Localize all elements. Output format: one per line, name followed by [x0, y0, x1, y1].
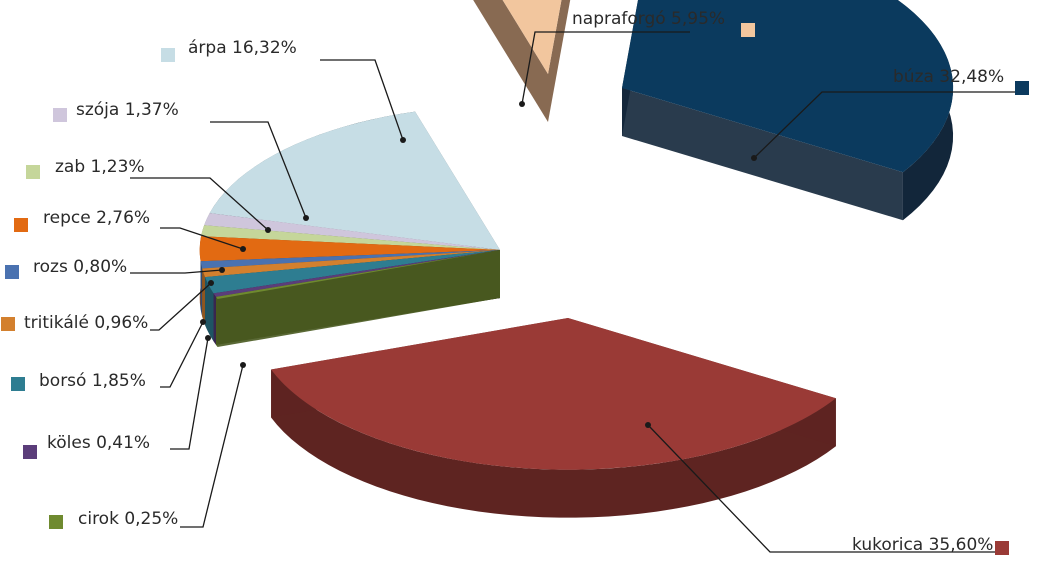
- legend-swatch: [53, 108, 67, 122]
- legend-swatch: [14, 218, 28, 232]
- leader-dot: [205, 335, 211, 341]
- leader-dot: [208, 280, 214, 286]
- slice-label: zab 1,23%: [55, 157, 145, 177]
- label-rozs: rozs 0,80%: [5, 257, 225, 279]
- legend-swatch: [23, 445, 37, 459]
- leader-line: [130, 269, 223, 274]
- label-buza: búza 32,48%: [751, 67, 1029, 161]
- slice-label: borsó 1,85%: [39, 371, 146, 391]
- leader-line: [753, 91, 1020, 159]
- slice-label: köles 0,41%: [47, 433, 150, 453]
- slice-napraforgo: [473, 0, 571, 122]
- leader-line: [521, 31, 690, 105]
- label-tritikale: tritikálé 0,96%: [1, 280, 214, 333]
- label-napraforgo: napraforgó 5,95%: [519, 9, 755, 107]
- legend-swatch: [995, 541, 1009, 555]
- leader-dot: [265, 227, 271, 233]
- leader-line: [180, 364, 244, 528]
- legend-swatch: [26, 165, 40, 179]
- leader-dot: [240, 246, 246, 252]
- legend-swatch: [1, 317, 15, 331]
- slice-cirok: [215, 250, 500, 348]
- legend-swatch: [161, 48, 175, 62]
- leader-dot: [519, 101, 525, 107]
- legend-swatch: [741, 23, 755, 37]
- slice-label: rozs 0,80%: [33, 257, 127, 277]
- leader-dot: [303, 215, 309, 221]
- slice-label: tritikálé 0,96%: [24, 313, 148, 333]
- leader-line: [320, 59, 404, 141]
- leader-line: [170, 337, 209, 450]
- leader-line: [130, 177, 269, 231]
- pie-labels: búza 32,48% kukorica 35,60% cirok 0,25% köl…: [1, 9, 1029, 555]
- leader-line: [160, 321, 204, 388]
- leader-line: [160, 227, 244, 250]
- slice-label: repce 2,76%: [43, 208, 150, 228]
- legend-swatch: [1015, 81, 1029, 95]
- legend-swatch: [11, 377, 25, 391]
- leader-dot: [751, 155, 757, 161]
- pie-slices: [199, 0, 954, 518]
- legend-swatch: [49, 515, 63, 529]
- leader-dot: [219, 267, 225, 273]
- slice-label: szója 1,37%: [76, 100, 179, 120]
- label-zab: zab 1,23%: [26, 157, 271, 233]
- label-koles: köles 0,41%: [23, 335, 211, 459]
- slice-kukorica: [271, 318, 836, 518]
- label-arpa: árpa 16,32%: [161, 38, 406, 143]
- slice-label: cirok 0,25%: [78, 509, 178, 529]
- legend-swatch: [5, 265, 19, 279]
- leader-line: [150, 282, 212, 331]
- label-kukorica: kukorica 35,60%: [645, 422, 1009, 555]
- slice-buza: [622, 0, 954, 221]
- leader-line: [210, 121, 307, 219]
- label-borso: borsó 1,85%: [11, 319, 206, 391]
- slice-label: búza 32,48%: [893, 67, 1004, 87]
- leader-dot: [240, 362, 246, 368]
- label-cirok: cirok 0,25%: [49, 362, 246, 529]
- slice-label: árpa 16,32%: [188, 38, 297, 58]
- label-szoja: szója 1,37%: [53, 100, 309, 221]
- slice-label: napraforgó 5,95%: [572, 9, 725, 29]
- leader-line: [647, 424, 1000, 553]
- leader-dot: [200, 319, 206, 325]
- slice-label: kukorica 35,60%: [852, 535, 993, 555]
- leader-dot: [645, 422, 651, 428]
- label-repce: repce 2,76%: [14, 208, 246, 252]
- leader-dot: [400, 137, 406, 143]
